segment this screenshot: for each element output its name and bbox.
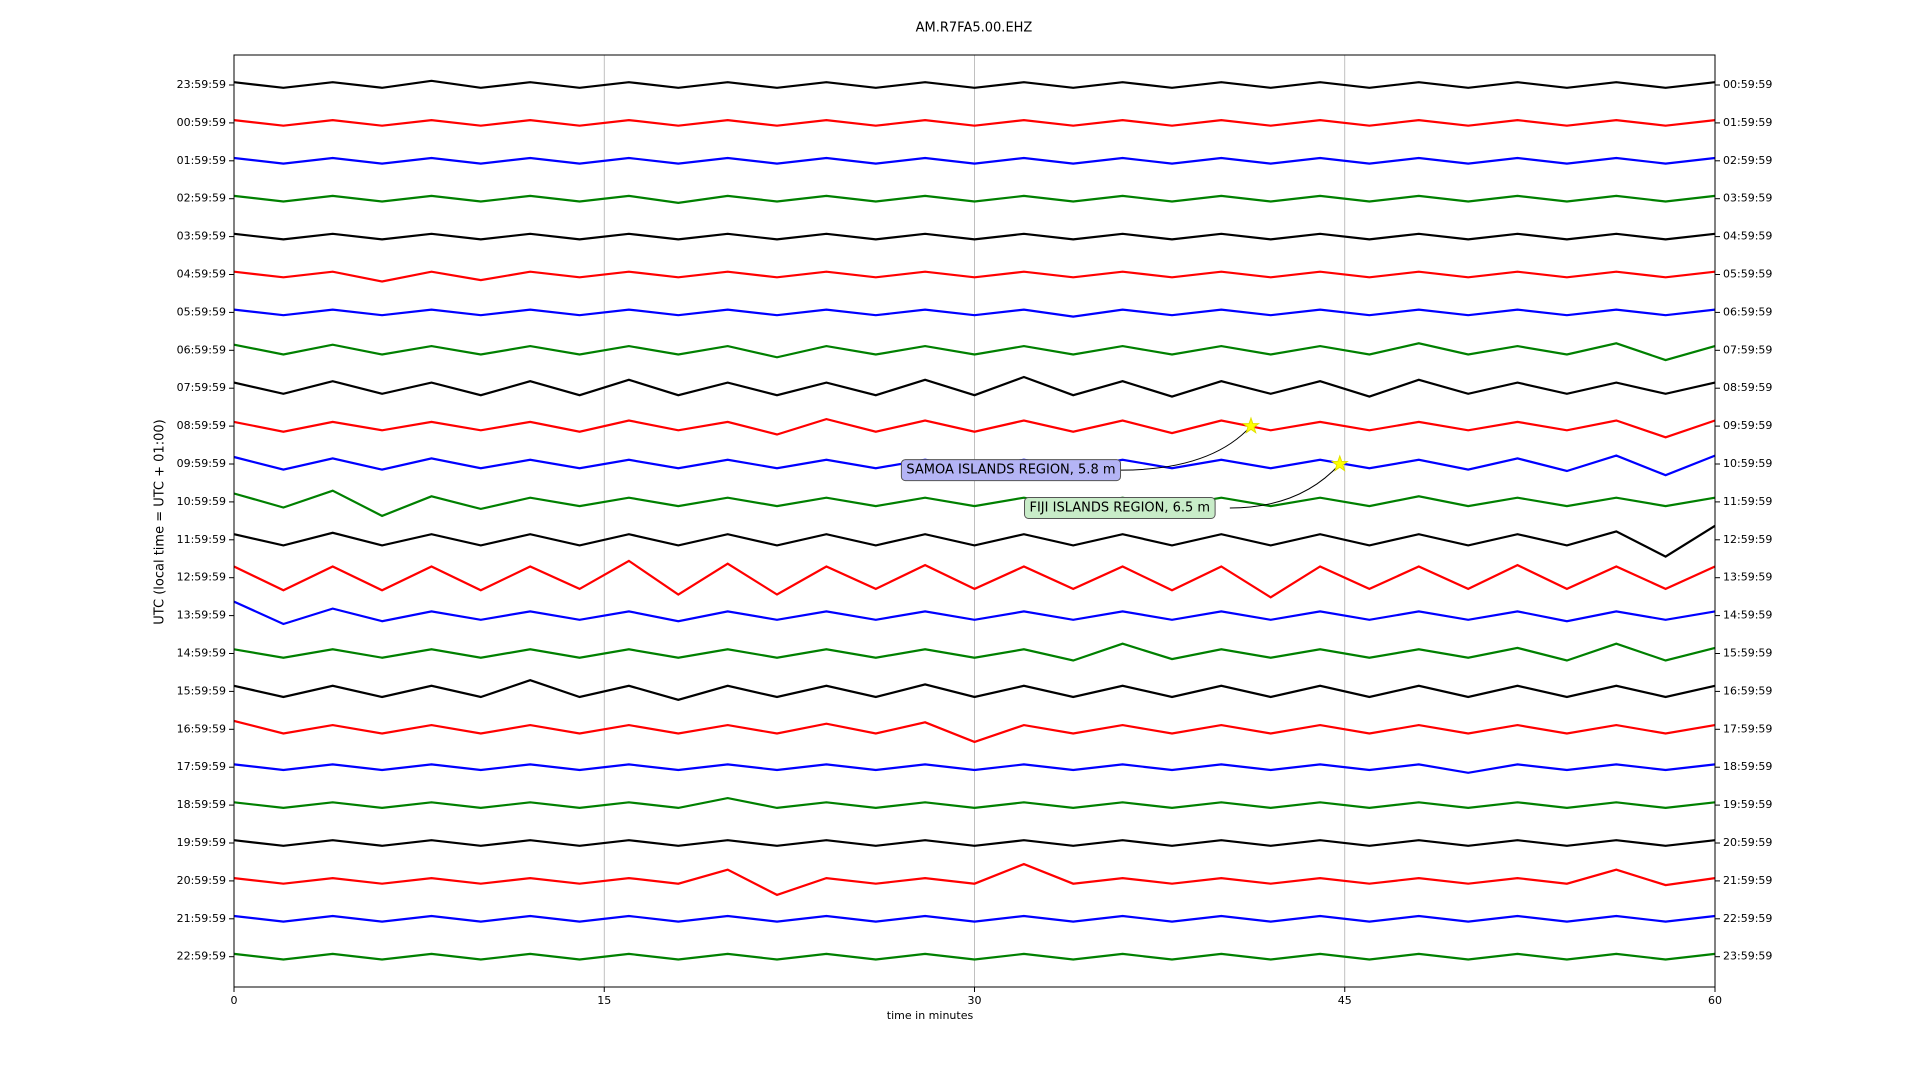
right-row-label: 16:59:59 — [1723, 684, 1772, 697]
trace — [233, 270, 1716, 283]
trace — [233, 642, 1716, 662]
event-connector — [1120, 425, 1252, 471]
right-row-label: 10:59:59 — [1723, 457, 1772, 470]
right-row-label: 17:59:59 — [1723, 722, 1772, 735]
right-row-label: 01:59:59 — [1723, 116, 1772, 129]
trace — [233, 79, 1716, 89]
x-axis-label: time in minutes — [887, 1009, 974, 1022]
left-row-label: 20:59:59 — [177, 874, 226, 887]
left-row-label: 09:59:59 — [177, 457, 226, 470]
right-row-label: 18:59:59 — [1723, 760, 1772, 773]
right-row-label: 06:59:59 — [1723, 305, 1772, 318]
event-label: SAMOA ISLANDS REGION, 5.8 m — [906, 463, 1115, 478]
chart-title: AM.R7FA5.00.EHZ — [916, 21, 1033, 36]
trace — [233, 679, 1716, 701]
right-row-label: 03:59:59 — [1723, 192, 1772, 205]
left-row-label: 02:59:59 — [177, 192, 226, 205]
event-box — [900, 459, 1122, 482]
plot-frame — [233, 54, 1716, 988]
event-annotation: FIJI ISLANDS REGION, 6.5 m — [1024, 497, 1216, 519]
x-tick-label: 0 — [231, 994, 238, 1007]
left-row-label: 12:59:59 — [177, 571, 226, 584]
right-row-label: 02:59:59 — [1723, 154, 1772, 167]
event-star — [1330, 454, 1349, 472]
left-row-label: 10:59:59 — [177, 495, 226, 508]
left-row-label: 08:59:59 — [177, 419, 226, 432]
right-row-label: 14:59:59 — [1723, 609, 1772, 622]
y-axis-label: UTC (local time = UTC + 01:00) — [153, 419, 168, 624]
event-star — [1241, 416, 1261, 434]
event-annotation: SAMOA ISLANDS REGION, 5.8 m — [900, 459, 1122, 482]
x-tick-label: 15 — [597, 994, 611, 1007]
left-row-label: 17:59:59 — [177, 760, 226, 773]
right-row-label: 08:59:59 — [1723, 381, 1772, 394]
left-row-label: 04:59:59 — [177, 268, 226, 281]
right-row-label: 23:59:59 — [1723, 950, 1772, 963]
left-row-label: 23:59:59 — [177, 78, 226, 91]
trace — [233, 952, 1716, 961]
trace — [233, 194, 1716, 205]
right-row-label: 09:59:59 — [1723, 419, 1772, 432]
right-row-label: 21:59:59 — [1723, 874, 1772, 887]
left-row-label: 21:59:59 — [177, 912, 226, 925]
trace — [233, 862, 1716, 897]
trace — [233, 839, 1716, 847]
trace — [233, 763, 1716, 774]
trace — [233, 600, 1716, 626]
trace — [233, 118, 1716, 127]
left-row-label: 22:59:59 — [177, 950, 226, 963]
left-row-label: 07:59:59 — [177, 381, 226, 394]
trace — [233, 796, 1716, 810]
trace — [233, 232, 1716, 241]
left-row-label: 05:59:59 — [177, 305, 226, 318]
right-row-label: 07:59:59 — [1723, 343, 1772, 356]
trace — [233, 308, 1716, 318]
event-box — [1024, 497, 1216, 519]
trace — [233, 156, 1716, 165]
left-row-label: 15:59:59 — [177, 684, 226, 697]
trace — [233, 417, 1716, 439]
left-row-label: 19:59:59 — [177, 836, 226, 849]
right-row-label: 12:59:59 — [1723, 533, 1772, 546]
left-row-label: 18:59:59 — [177, 798, 226, 811]
right-row-label: 04:59:59 — [1723, 230, 1772, 243]
trace — [233, 524, 1716, 558]
trace — [233, 719, 1716, 744]
right-row-label: 11:59:59 — [1723, 495, 1772, 508]
x-tick-label: 60 — [1708, 994, 1722, 1007]
left-row-label: 14:59:59 — [177, 647, 226, 660]
x-tick-label: 30 — [968, 994, 982, 1007]
x-tick-label: 45 — [1338, 994, 1352, 1007]
right-row-label: 13:59:59 — [1723, 571, 1772, 584]
right-row-label: 15:59:59 — [1723, 647, 1772, 660]
trace — [233, 375, 1716, 398]
right-row-label: 00:59:59 — [1723, 78, 1772, 91]
trace — [233, 559, 1716, 599]
left-row-label: 06:59:59 — [177, 343, 226, 356]
right-row-label: 22:59:59 — [1723, 912, 1772, 925]
left-row-label: 01:59:59 — [177, 154, 226, 167]
right-row-label: 19:59:59 — [1723, 798, 1772, 811]
left-row-label: 13:59:59 — [177, 609, 226, 622]
left-row-label: 11:59:59 — [177, 533, 226, 546]
left-row-label: 00:59:59 — [177, 116, 226, 129]
left-row-label: 03:59:59 — [177, 230, 226, 243]
trace — [233, 342, 1716, 362]
trace — [233, 489, 1716, 518]
trace — [233, 914, 1716, 923]
right-row-label: 20:59:59 — [1723, 836, 1772, 849]
event-label: FIJI ISLANDS REGION, 6.5 m — [1030, 501, 1211, 516]
right-row-label: 05:59:59 — [1723, 268, 1772, 281]
event-connector — [1229, 463, 1341, 509]
left-row-label: 16:59:59 — [177, 722, 226, 735]
